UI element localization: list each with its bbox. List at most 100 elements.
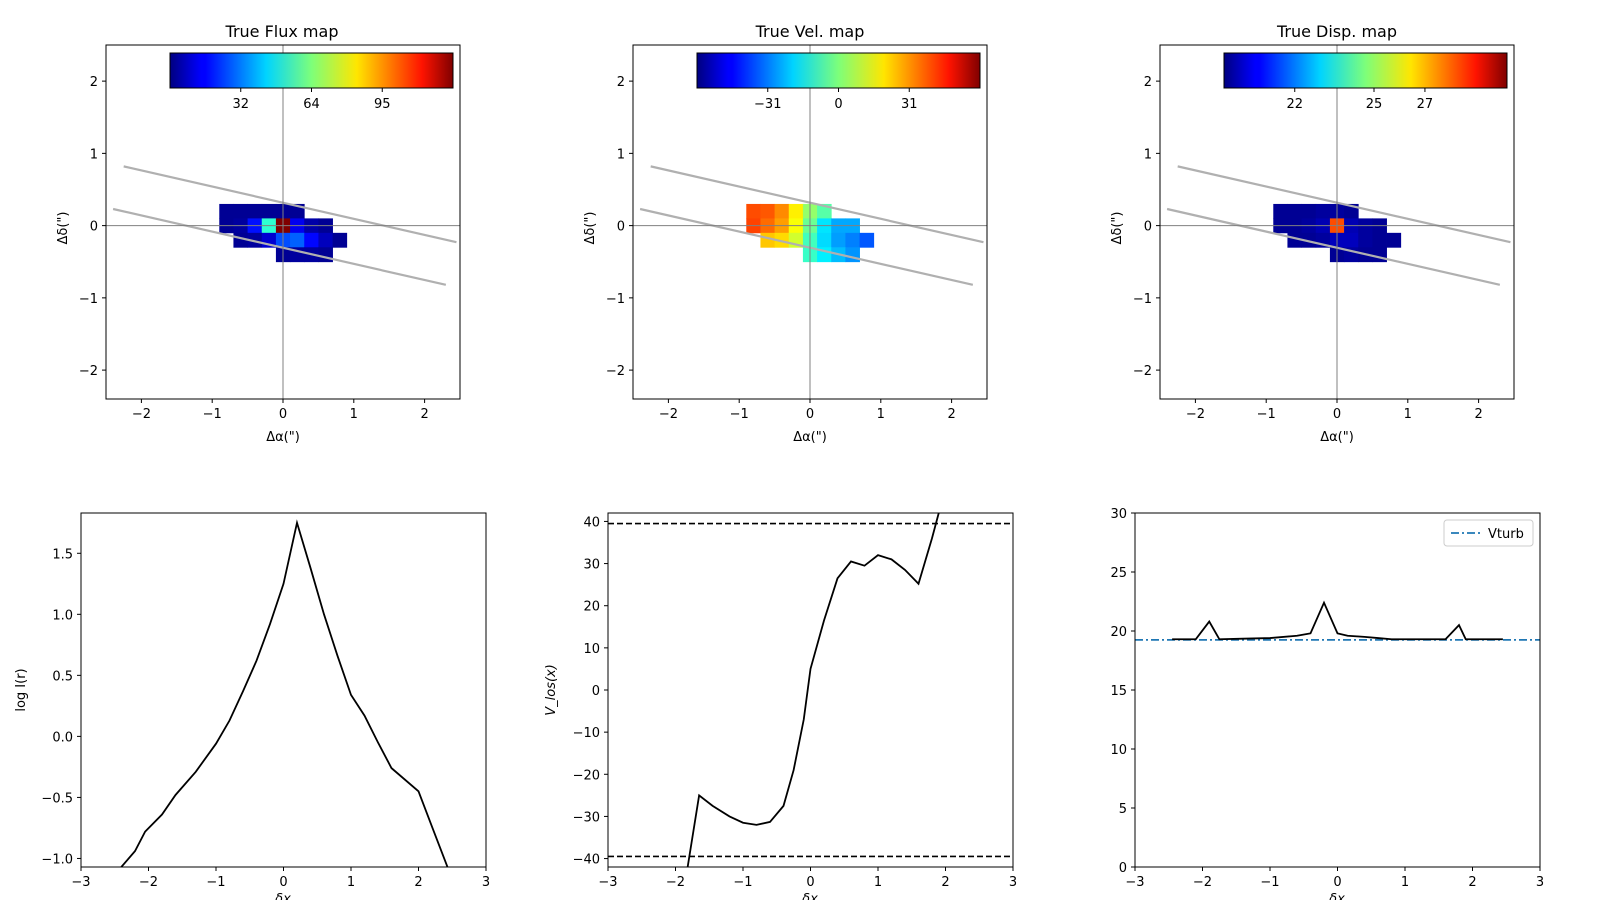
vturb-legend: Vturb [1443,519,1534,547]
velocity-map-xtick-label: −2 [659,407,678,422]
dispersion-map-xtick-label: 2 [1474,407,1482,422]
dispersion-profile-ytick-label: 0 [1119,861,1127,876]
dispersion-colorbar-tick-label: 27 [1417,97,1434,112]
dispersion-profile-ytick-label: 20 [1110,625,1127,640]
velocity-slit-edge-1 [650,165,984,244]
flux-map-ytick-label: −1 [79,292,98,307]
dispersion-colorbar-tick-label: 22 [1286,97,1303,112]
dispersion-colorbar [1223,52,1508,89]
flux-profile-ytick-label: −1.0 [41,852,73,867]
flux-map-pixel [247,203,263,219]
velocity-profile-ylabel: V_los(x) [544,664,559,716]
flux-profile-panel: −3 −2 −1 0 1 2 3 −1.0 −0.5 0.0 0.5 1.0 1.5 δx log I… [14,512,490,900]
flux-profile-ytick-label: 1.0 [52,608,73,623]
velocity-map-ytick-label: −2 [606,364,625,379]
dispersion-profile-xtick-label: 1 [1401,875,1409,890]
flux-profile-curve [120,519,449,867]
dispersion-map-pixel [1287,203,1302,219]
flux-profile-ytick-label: 0.5 [52,669,73,684]
velocity-profile-xtick-label: −1 [733,875,752,890]
velocity-map-ytick-label: 1 [617,147,625,162]
velocity-profile-xtick-label: 3 [1009,875,1017,890]
dispersion-map-ytick-label: 1 [1144,147,1152,162]
velocity-profile-ytick-label: −20 [573,768,600,783]
velocity-profile-curve [686,513,940,867]
flux-map-xlabel: Δα(") [266,430,300,445]
velocity-map-xlabel: Δα(") [793,430,827,445]
flux-slit-edge-2 [112,207,447,286]
flux-map-ytick-label: 0 [90,220,98,235]
flux-map-ytick-label: −2 [79,364,98,379]
dispersion-map-pixel [1358,232,1373,248]
dispersion-map-xlabel: Δα(") [1320,430,1354,445]
velocity-map-pixel [746,203,761,219]
velocity-map-ylabel: Δδ(") [583,212,598,245]
dispersion-map-xtick-label: 1 [1404,407,1412,422]
flux-map-pixel [219,203,234,219]
dispersion-profile-ytick-label: 5 [1119,802,1127,817]
flux-profile-ylabel: log I(r) [14,668,29,711]
dispersion-profile-xtick-label: 0 [1333,875,1341,890]
velocity-map-title: True Vel. map [755,22,865,41]
dispersion-map-xtick-label: −2 [1186,407,1205,422]
dispersion-map-ylabel: Δδ(") [1110,212,1125,245]
flux-colorbar-tick-label: 95 [374,97,391,112]
flux-map-xtick-label: −1 [203,407,222,422]
velocity-map-xtick-label: −1 [730,407,749,422]
flux-map-pixel [261,203,277,219]
velocity-map-pixel [760,203,775,219]
velocity-map-pixel [831,232,846,248]
velocity-profile-ytick-label: 40 [583,515,600,530]
velocity-profile-ytick-label: 0 [592,684,600,699]
flux-profile-ytick-label: −0.5 [41,791,73,806]
flux-map-pixel [290,232,305,248]
flux-map-pixel [332,232,348,248]
velocity-profile-ytick-label: 30 [583,558,600,573]
dispersion-profile-frame [1134,512,1541,868]
legend-vturb-label: Vturb [1488,527,1524,542]
flux-profile-xtick-label: −2 [139,875,158,890]
dispersion-map-pixel [1301,203,1317,219]
dispersion-profile-curve [1172,600,1503,641]
flux-map-title: True Flux map [225,22,339,41]
velocity-colorbar-tick-label: −31 [754,97,781,112]
dispersion-map-pixel [1344,232,1359,248]
velocity-slit-edge-2 [639,207,974,286]
velocity-profile-xtick-label: 1 [874,875,882,890]
flux-colorbar-tick-label: 32 [232,97,249,112]
velocity-map-xtick-label: 0 [806,407,814,422]
flux-colorbar [169,52,454,89]
velocity-profile-ytick-label: −30 [573,810,600,825]
dispersion-map-ytick-label: −1 [1133,292,1152,307]
dispersion-slit-edge-2 [1166,207,1501,286]
flux-profile-xlabel: δx [275,892,291,900]
dispersion-profile-xlabel: δx [1329,892,1345,900]
velocity-map-ytick-label: 2 [617,75,625,90]
velocity-map-panel: True Vel. map −31 0 31 −2 −1 0 1 2 −2 −1 0 1 2 Δα(… [583,22,988,445]
flux-profile-frame [80,512,487,868]
flux-map-pixel [304,232,319,248]
flux-colorbar-tick-label: 64 [303,97,320,112]
velocity-profile-ytick-label: −10 [573,726,600,741]
velocity-profile-xtick-label: −3 [598,875,617,890]
velocity-colorbar-tick-label: 31 [901,97,918,112]
dispersion-map-pixel [1386,232,1402,248]
flux-map-pixel [318,232,333,248]
flux-map-panel: True Flux map 32 64 95 −2 −1 0 1 2 −2 −1 0 1 2 Δα(… [56,22,461,445]
dispersion-map-ytick-label: 0 [1144,220,1152,235]
dispersion-map-xtick-label: −1 [1257,407,1276,422]
flux-profile-xtick-label: −1 [206,875,225,890]
velocity-profile-ytick-label: 20 [583,600,600,615]
velocity-map-xtick-label: 1 [877,407,885,422]
dispersion-map-xtick-label: 0 [1333,407,1341,422]
flux-slit-edge-1 [123,165,457,244]
velocity-map-pixel [845,247,860,263]
dispersion-profile-ytick-label: 10 [1110,743,1127,758]
velocity-profile-xtick-label: 0 [806,875,814,890]
flux-map-ytick-label: 1 [90,147,98,162]
velocity-profile-xlabel: δx [802,892,818,900]
velocity-profile-ytick-label: −40 [573,853,600,868]
flux-map-pixel [318,247,333,263]
